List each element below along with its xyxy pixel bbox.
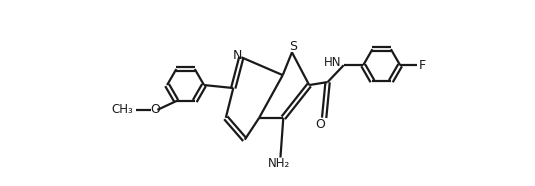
- Text: O: O: [316, 118, 325, 131]
- Text: F: F: [419, 59, 426, 72]
- Text: NH₂: NH₂: [268, 157, 290, 170]
- Text: CH₃: CH₃: [112, 103, 133, 116]
- Text: O: O: [150, 103, 160, 116]
- Text: HN: HN: [324, 56, 342, 69]
- Text: S: S: [289, 40, 297, 53]
- Text: N: N: [233, 49, 242, 62]
